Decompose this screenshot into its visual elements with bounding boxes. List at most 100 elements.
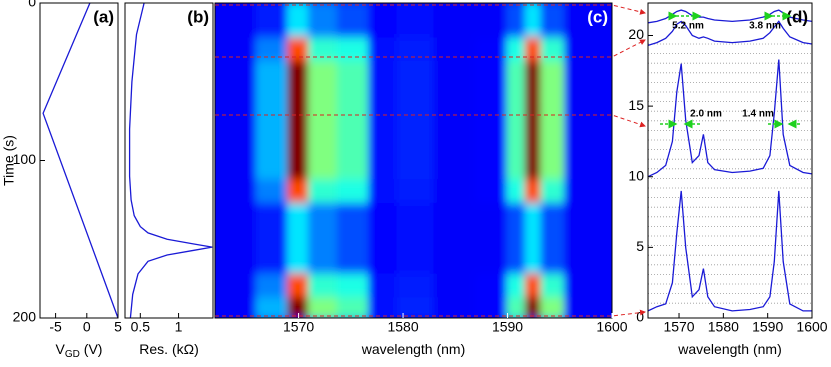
data-line — [42, 2, 119, 319]
heatmap-cell — [540, 202, 566, 229]
heatmap-cell — [368, 131, 399, 158]
heatmap-cell — [506, 202, 527, 229]
heatmap-cell — [215, 131, 258, 158]
heatmap-cell — [287, 3, 311, 16]
heatmap-cell — [255, 3, 290, 16]
x-axis-label-part: Res. (kΩ) — [139, 341, 198, 357]
heatmap-cell — [215, 84, 258, 111]
heatmap-cell — [255, 202, 290, 229]
y-tick-label: 200 — [13, 309, 37, 325]
heatmap-cell — [368, 13, 399, 40]
x-tick-label: 5 — [114, 319, 122, 335]
heatmap-cell — [255, 84, 290, 111]
data-line — [128, 2, 213, 319]
heatmap-cell — [475, 202, 509, 229]
heatmap-cell — [563, 297, 612, 318]
heatmap-cell — [563, 37, 612, 64]
heatmap-cell — [506, 108, 527, 134]
heatmap-cell — [563, 273, 612, 300]
heatmap-cell — [287, 297, 311, 318]
heatmap-cell — [215, 155, 258, 182]
heatmap-cell — [433, 13, 478, 40]
heatmap-cell — [396, 131, 436, 158]
heatmap-cell — [336, 37, 371, 64]
data-line — [647, 59, 813, 178]
heatmap-cell — [475, 297, 509, 318]
data-line — [647, 190, 812, 312]
heatmap-cell — [368, 3, 399, 16]
heatmap-cell — [287, 202, 311, 229]
heatmap-cell — [433, 202, 478, 229]
x-axis-label: wavelength (nm) — [677, 341, 782, 357]
heatmap-cell — [215, 226, 258, 253]
panel-label: (d) — [786, 7, 808, 26]
heatmap-cell — [308, 13, 339, 40]
heatmap-cell — [475, 84, 509, 111]
heatmap-cell — [540, 179, 566, 205]
heatmap-cell — [255, 108, 290, 134]
heatmap-cell — [563, 226, 612, 253]
heatmap-cell — [336, 226, 371, 253]
heatmap-cell — [540, 3, 566, 16]
heatmap-cell — [368, 179, 399, 205]
heatmap-cell — [215, 3, 258, 16]
heatmap-cell — [540, 61, 566, 87]
heatmap-cell — [475, 179, 509, 205]
x-tick-label: -5 — [49, 319, 62, 335]
annotation: 3.8 nm — [749, 21, 781, 32]
heatmap-cell — [287, 84, 311, 111]
panel-label: (c) — [587, 7, 608, 26]
heatmap-cell — [396, 3, 436, 16]
heatmap-cell — [563, 84, 612, 111]
heatmap-cell — [255, 13, 290, 40]
heatmap-cell — [563, 61, 612, 87]
heatmap-cell — [540, 131, 566, 158]
heatmap-cell — [475, 37, 509, 64]
heatmap-cell — [368, 37, 399, 64]
heatmap-cell — [524, 155, 543, 182]
y-tick-label: 0 — [636, 309, 644, 325]
heatmap-cell — [215, 202, 258, 229]
heatmap-cell — [540, 297, 566, 318]
x-axis-label-part: wavelength (nm) — [361, 341, 466, 357]
panel-label: (a) — [93, 7, 114, 26]
heatmap-cell — [287, 273, 311, 300]
heatmap-cell — [215, 61, 258, 87]
heatmap-cell — [308, 3, 339, 16]
heatmap-cell — [475, 61, 509, 87]
heatmap-cell — [215, 250, 258, 276]
heatmap-cell — [540, 250, 566, 276]
heatmap-cell — [308, 108, 339, 134]
heatmap-cell — [396, 273, 436, 300]
heatmap-cell — [215, 273, 258, 300]
heatmap-cell — [524, 297, 543, 318]
heatmap-cell — [308, 226, 339, 253]
heatmap-cell — [540, 273, 566, 300]
x-tick-label: 1580 — [708, 319, 739, 335]
heatmap-layer — [215, 3, 612, 318]
x-tick-label: 0 — [83, 319, 91, 335]
heatmap-cell — [475, 131, 509, 158]
x-axis-label-part: wavelength (nm) — [677, 341, 782, 357]
heatmap-cell — [506, 155, 527, 182]
heatmap-cell — [308, 179, 339, 205]
heatmap-cell — [396, 179, 436, 205]
heatmap-cell — [336, 202, 371, 229]
heatmap-cell — [433, 179, 478, 205]
heatmap-cell — [433, 297, 478, 318]
heatmap-cell — [287, 131, 311, 158]
heatmap-cell — [396, 13, 436, 40]
heatmap-cell — [475, 3, 509, 16]
x-tick-label: 1580 — [387, 319, 418, 335]
heatmap-cells — [215, 3, 612, 318]
heatmap-cell — [308, 37, 339, 64]
heatmap-cell — [336, 84, 371, 111]
heatmap-cell — [287, 13, 311, 40]
heatmap-cell — [396, 108, 436, 134]
heatmap-cell — [287, 108, 311, 134]
heatmap-cell — [563, 179, 612, 205]
heatmap-cell — [475, 108, 509, 134]
plot-frame — [214, 2, 613, 319]
heatmap-cell — [563, 131, 612, 158]
